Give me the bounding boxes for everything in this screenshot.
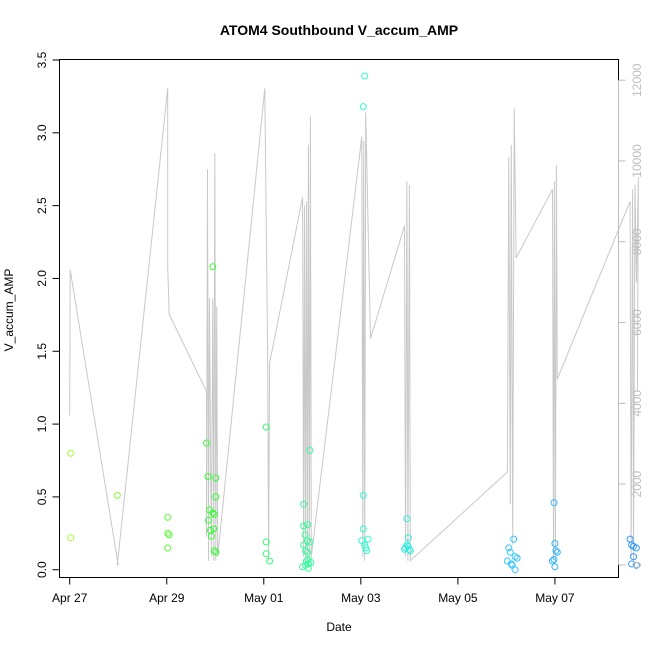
data-point-79 [630,553,637,561]
data-point-15 [210,510,218,518]
y2-tick-label-5: 10000 [630,144,644,178]
data-point-45 [359,525,367,533]
y-tick-label-0: 0.0 [35,561,49,578]
data-point-4 [164,529,172,537]
data-point-44 [359,491,367,499]
y2-tick-label-6: 12000 [630,63,644,97]
y-axis-label: V_accum_AMP [2,269,16,352]
data-point-5 [165,531,173,539]
x-tick-label-4: May 05 [438,591,478,605]
x-axis-label: Date [326,620,352,634]
y2-tick-label-0: 0 [630,561,644,568]
data-point-67 [511,566,519,574]
data-point-29 [302,547,309,555]
data-point-70 [552,547,560,555]
data-point-66 [513,554,521,562]
y2-tick-label-4: 8000 [630,228,644,255]
y-tick-label-5: 2.5 [35,197,49,214]
data-point-21 [262,423,270,431]
data-point-31 [304,521,311,529]
data-point-58 [406,547,414,555]
data-point-74 [551,563,559,571]
y2-tick-label-2: 4000 [630,390,644,417]
data-point-18 [212,548,220,556]
data-point-8 [204,473,212,480]
data-point-49 [364,535,372,543]
data-point-62 [507,560,515,568]
data-point-69 [551,540,559,547]
x-tick-label-3: May 03 [341,591,381,605]
data-point-35 [306,446,314,454]
y-tick-label-3: 1.5 [35,343,49,360]
data-point-33 [304,548,311,556]
data-point-24 [266,557,274,565]
data-point-80 [628,560,636,568]
y-tick-label-1: 0.5 [35,488,49,505]
data-point-6 [164,544,172,552]
data-point-3 [164,513,172,521]
y-tick-label-6: 3.0 [35,124,49,141]
data-point-10 [205,516,212,524]
data-point-64 [511,553,519,561]
y2-tick-label-3: 6000 [630,309,644,336]
y2-axis: 0 2000 4000 6000 8000 10000 12000 [618,63,644,568]
data-point-71 [553,548,561,556]
secondary-line-layer [69,88,639,566]
data-point-13 [209,263,217,271]
data-point-26 [300,522,308,530]
data-point-19 [212,474,220,482]
data-point-27 [301,531,309,539]
data-point-2 [113,491,121,499]
data-point-41 [307,558,315,566]
data-point-54 [404,534,412,542]
x-tick-label-1: Apr 29 [149,591,185,605]
data-point-20 [212,493,220,501]
data-point-40 [304,564,312,572]
data-point-14 [209,509,217,517]
y-axis: 0.0 0.5 1.0 1.5 2.0 2.5 3.0 3.5 [35,51,60,578]
data-point-22 [262,538,270,546]
x-axis: Apr 27 Apr 29 May 01 May 03 May 05 May 07 [52,577,575,605]
chart-title: ATOM4 Southbound V_accum_AMP [220,22,458,38]
x-tick-label-0: Apr 27 [52,591,88,605]
data-point-0 [67,449,75,457]
data-point-60 [506,548,514,556]
data-point-72 [550,556,558,563]
data-point-12 [207,532,215,540]
data-point-59 [505,544,513,552]
data-point-25 [300,500,308,508]
data-point-51 [403,515,411,523]
x-tick-label-2: May 01 [244,591,284,605]
data-point-43 [359,103,367,111]
data-point-1 [67,534,75,542]
data-point-68 [550,499,558,507]
secondary-series-line [69,88,639,566]
data-point-23 [262,550,270,558]
data-point-73 [549,557,556,565]
data-point-7 [203,439,210,447]
data-point-17 [210,547,218,555]
data-point-63 [510,535,518,543]
y-tick-label-7: 3.5 [35,51,49,68]
data-point-42 [361,72,369,80]
data-point-36 [306,538,314,546]
x-tick-label-5: May 07 [535,591,575,605]
data-point-48 [362,544,370,552]
y-tick-label-2: 1.0 [35,415,49,432]
data-point-78 [632,544,640,552]
scatter-point-layer [67,72,640,574]
data-point-16 [210,525,218,533]
y-tick-label-4: 2.0 [35,270,49,287]
data-point-50 [363,547,371,555]
y2-tick-label-1: 2000 [630,470,644,497]
data-point-81 [632,561,640,569]
